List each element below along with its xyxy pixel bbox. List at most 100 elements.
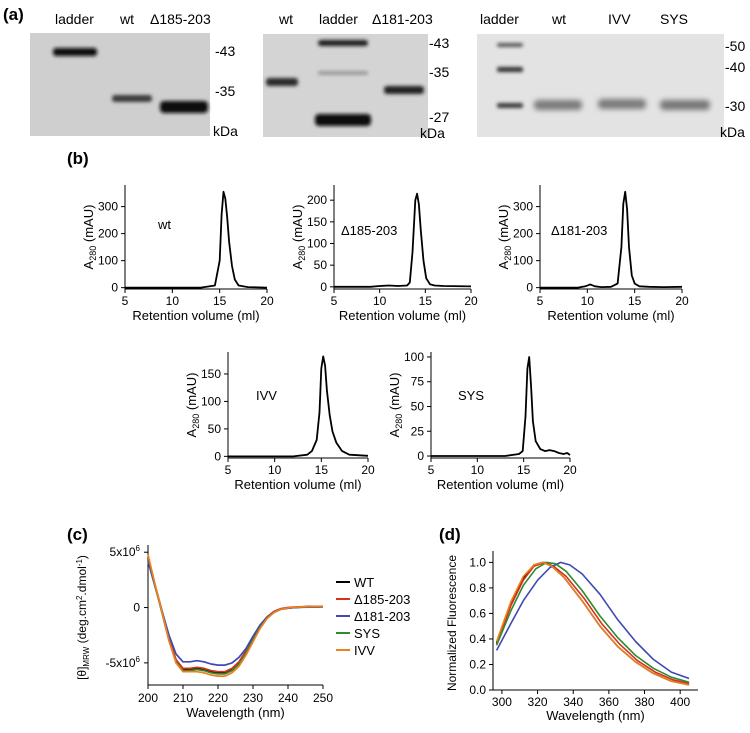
gel-3-band-sys bbox=[660, 100, 710, 110]
sec-trace-ivv: 5 10 15 20 0 50 100 150 Retention volume (ml) A28… bbox=[184, 352, 375, 492]
sec-trace-sys: 5 10 15 20 0 25 50 75 100 Retention volume (ml) A2… bbox=[387, 350, 577, 492]
x-axis-label: Retention volume (ml) bbox=[437, 477, 564, 492]
trace-line bbox=[125, 190, 268, 289]
gel-1-lane-d185: Δ185-203 bbox=[150, 11, 211, 27]
gel-1-marker-35: -35 bbox=[215, 83, 235, 99]
y-tick-label: 0 bbox=[417, 449, 424, 463]
y-axis-label: Normalized Fluorescence bbox=[445, 555, 459, 691]
gel-3-lane-wt: wt bbox=[551, 11, 566, 27]
y-tick-label: 50 bbox=[314, 258, 328, 272]
gel-1-unit: kDa bbox=[213, 123, 238, 139]
y-tick-label: 100 bbox=[98, 254, 118, 268]
y-tick-label: 0.0 bbox=[469, 683, 486, 697]
x-tick-label: 5 bbox=[331, 294, 338, 308]
y-tick-label: 300 bbox=[513, 200, 533, 214]
x-tick-label: 10 bbox=[268, 463, 282, 477]
x-tick-label: 20 bbox=[563, 463, 577, 477]
fl-series-line bbox=[495, 561, 690, 686]
x-tick-label: 15 bbox=[517, 463, 531, 477]
x-tick-label: 20 bbox=[260, 294, 274, 308]
x-tick-label: 10 bbox=[581, 294, 595, 308]
trace-annotation: SYS bbox=[458, 388, 484, 403]
gel-1-marker-43: -43 bbox=[215, 43, 235, 59]
gel-2-lane-wt: wt bbox=[278, 11, 293, 27]
y-tick-label: 25 bbox=[411, 424, 425, 438]
trace-line bbox=[228, 355, 369, 458]
x-tick-label: 15 bbox=[213, 294, 227, 308]
trace-line bbox=[334, 192, 472, 288]
x-tick-label: 15 bbox=[419, 294, 433, 308]
x-tick-label: 5 bbox=[225, 463, 232, 477]
y-tick-label: 200 bbox=[307, 193, 327, 207]
gel-3-lane-ladder: ladder bbox=[480, 11, 519, 27]
y-tick-label: 150 bbox=[307, 215, 327, 229]
trace-line bbox=[431, 356, 571, 457]
y-axis-label: A280 (mAU) bbox=[496, 205, 513, 270]
gel-2-lane-ladder: ladder bbox=[319, 11, 358, 27]
x-tick-label: 20 bbox=[464, 294, 478, 308]
y-tick-label: 100 bbox=[513, 254, 533, 268]
gel-2-marker-43: -43 bbox=[429, 35, 449, 51]
x-tick-label: 10 bbox=[471, 463, 485, 477]
gel-1-lane-ladder: ladder bbox=[55, 11, 94, 27]
gel-1: ladder wt Δ185-203 -43 -35 kDa bbox=[30, 11, 238, 139]
x-tick-label: 20 bbox=[675, 294, 689, 308]
y-tick-label: 0.6 bbox=[469, 606, 486, 620]
gel-1-lane-wt: wt bbox=[119, 11, 134, 27]
gel-3: ladder wt IVV SYS -50 -40 -30 kDa bbox=[477, 11, 745, 140]
y-axis-label: [θ]MRW (deg.cm2.dmol-1) bbox=[75, 555, 91, 680]
fl-series-line bbox=[495, 561, 690, 680]
y-tick-label: 0.2 bbox=[469, 657, 486, 671]
x-axis-label: Retention volume (ml) bbox=[132, 308, 259, 323]
gel-3-band-ladder-40 bbox=[497, 67, 523, 72]
y-tick-label: 300 bbox=[98, 200, 118, 214]
panel-label-c: (c) bbox=[67, 525, 88, 544]
y-tick-label: 50 bbox=[208, 422, 222, 436]
gel-2-marker-35: -35 bbox=[429, 64, 449, 80]
y-tick-label: 100 bbox=[404, 350, 424, 364]
gel-2-unit: kDa bbox=[420, 125, 445, 141]
x-axis-label: Retention volume (ml) bbox=[234, 477, 361, 492]
x-tick-label: 10 bbox=[166, 294, 180, 308]
trace-annotation: Δ181-203 bbox=[551, 223, 607, 238]
gel-3-lane-sys: SYS bbox=[660, 11, 688, 27]
gel-3-band-wt bbox=[534, 100, 582, 110]
gel-3-lane-ivv: IVV bbox=[608, 11, 631, 27]
x-tick-label: 250 bbox=[313, 691, 333, 705]
x-tick-label: 15 bbox=[628, 294, 642, 308]
x-tick-label: 220 bbox=[208, 691, 228, 705]
y-tick-label: 75 bbox=[411, 375, 425, 389]
x-tick-label: 210 bbox=[173, 691, 193, 705]
x-tick-label: 340 bbox=[563, 695, 583, 709]
y-tick-label: 0 bbox=[111, 281, 118, 295]
gel-3-background bbox=[477, 34, 724, 137]
x-tick-label: 20 bbox=[361, 463, 375, 477]
panel-label-b: (b) bbox=[67, 149, 89, 168]
gel-2-band-ladder-35 bbox=[318, 71, 368, 75]
legend-label: Δ181-203 bbox=[354, 609, 410, 624]
gel-3-unit: kDa bbox=[720, 124, 745, 140]
x-tick-label: 10 bbox=[373, 294, 387, 308]
gel-2: wt ladder Δ181-203 -43 -35 -27 kDa bbox=[263, 11, 449, 141]
cd-series-line bbox=[147, 554, 324, 677]
x-tick-label: 5 bbox=[537, 294, 544, 308]
y-tick-label: 0 bbox=[526, 281, 533, 295]
y-tick-label: 100 bbox=[307, 237, 327, 251]
y-tick-label: 1.0 bbox=[469, 555, 486, 569]
cd-series-line bbox=[147, 560, 324, 666]
y-tick-label: 0.4 bbox=[469, 632, 486, 646]
x-axis-label: Wavelength (nm) bbox=[186, 705, 285, 720]
panel-label-d: (d) bbox=[439, 525, 461, 544]
trace-annotation: wt bbox=[157, 217, 171, 232]
gel-2-marker-27: -27 bbox=[429, 109, 449, 125]
x-tick-label: 360 bbox=[599, 695, 619, 709]
gel-3-band-ivv bbox=[598, 99, 646, 109]
y-tick-label: 50 bbox=[411, 399, 425, 413]
y-axis-label: A280 (mAU) bbox=[184, 373, 201, 438]
trace-annotation: IVV bbox=[256, 388, 277, 403]
x-tick-label: 5 bbox=[428, 463, 435, 477]
fl-series-line bbox=[495, 561, 690, 686]
y-tick-label: -5x106 bbox=[106, 655, 141, 670]
